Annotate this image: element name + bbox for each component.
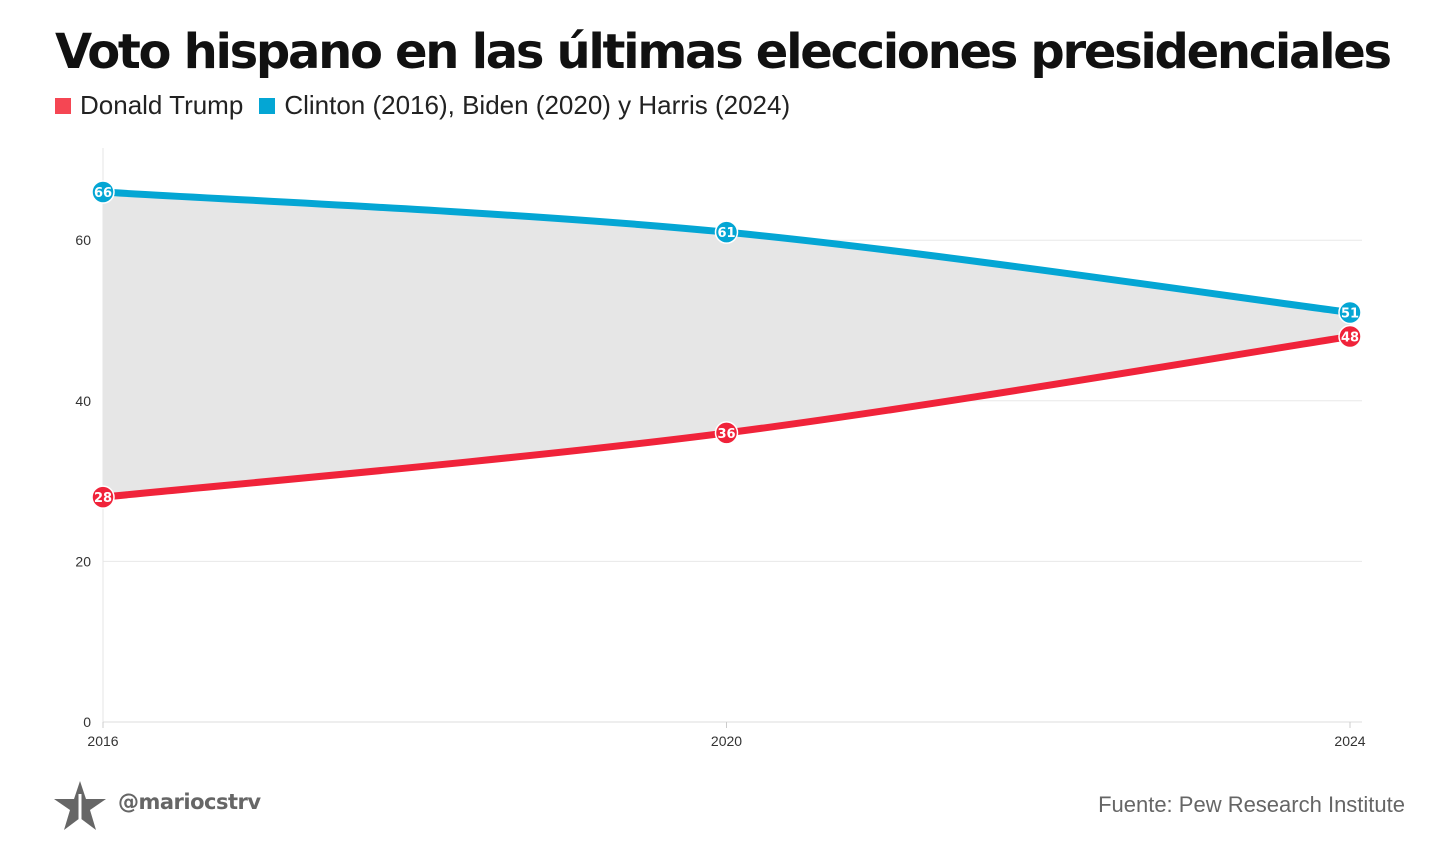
x-tick-label: 2020 (711, 733, 742, 749)
author-handle: @mariocstrv (118, 790, 261, 814)
data-label: 51 (1341, 306, 1359, 321)
data-label: 36 (717, 427, 735, 442)
star-logo-icon (54, 781, 106, 830)
x-tick-label: 2024 (1334, 733, 1365, 749)
data-label: 48 (1341, 331, 1359, 346)
data-point (91, 485, 115, 509)
data-point (91, 180, 115, 204)
y-tick-label: 20 (75, 553, 91, 569)
data-point (1338, 324, 1362, 349)
data-label: 28 (94, 491, 112, 506)
data-point (1338, 300, 1362, 325)
source-note: Fuente: Pew Research Institute (1098, 792, 1405, 817)
legend-label-democrat: Clinton (2016), Biden (2020) y Harris (2… (284, 90, 791, 120)
legend-swatch-democrat (259, 97, 276, 114)
data-label: 61 (717, 226, 735, 241)
x-tick-label: 2016 (87, 733, 118, 749)
legend-label-trump: Donald Trump (80, 90, 244, 120)
range-fill (103, 192, 1350, 498)
data-point (714, 220, 739, 244)
data-label: 66 (94, 186, 112, 201)
data-point (714, 421, 739, 445)
legend: Donald Trump Clinton (2016), Biden (2020… (55, 90, 806, 121)
y-tick-label: 40 (75, 393, 91, 409)
y-tick-label: 60 (75, 232, 91, 248)
y-tick-label: 0 (83, 714, 91, 730)
legend-item-trump: Donald Trump (55, 90, 243, 121)
legend-item-democrat: Clinton (2016), Biden (2020) y Harris (2… (259, 90, 790, 121)
chart-title: Voto hispano en las últimas elecciones p… (55, 24, 1392, 80)
legend-swatch-trump (55, 97, 71, 114)
